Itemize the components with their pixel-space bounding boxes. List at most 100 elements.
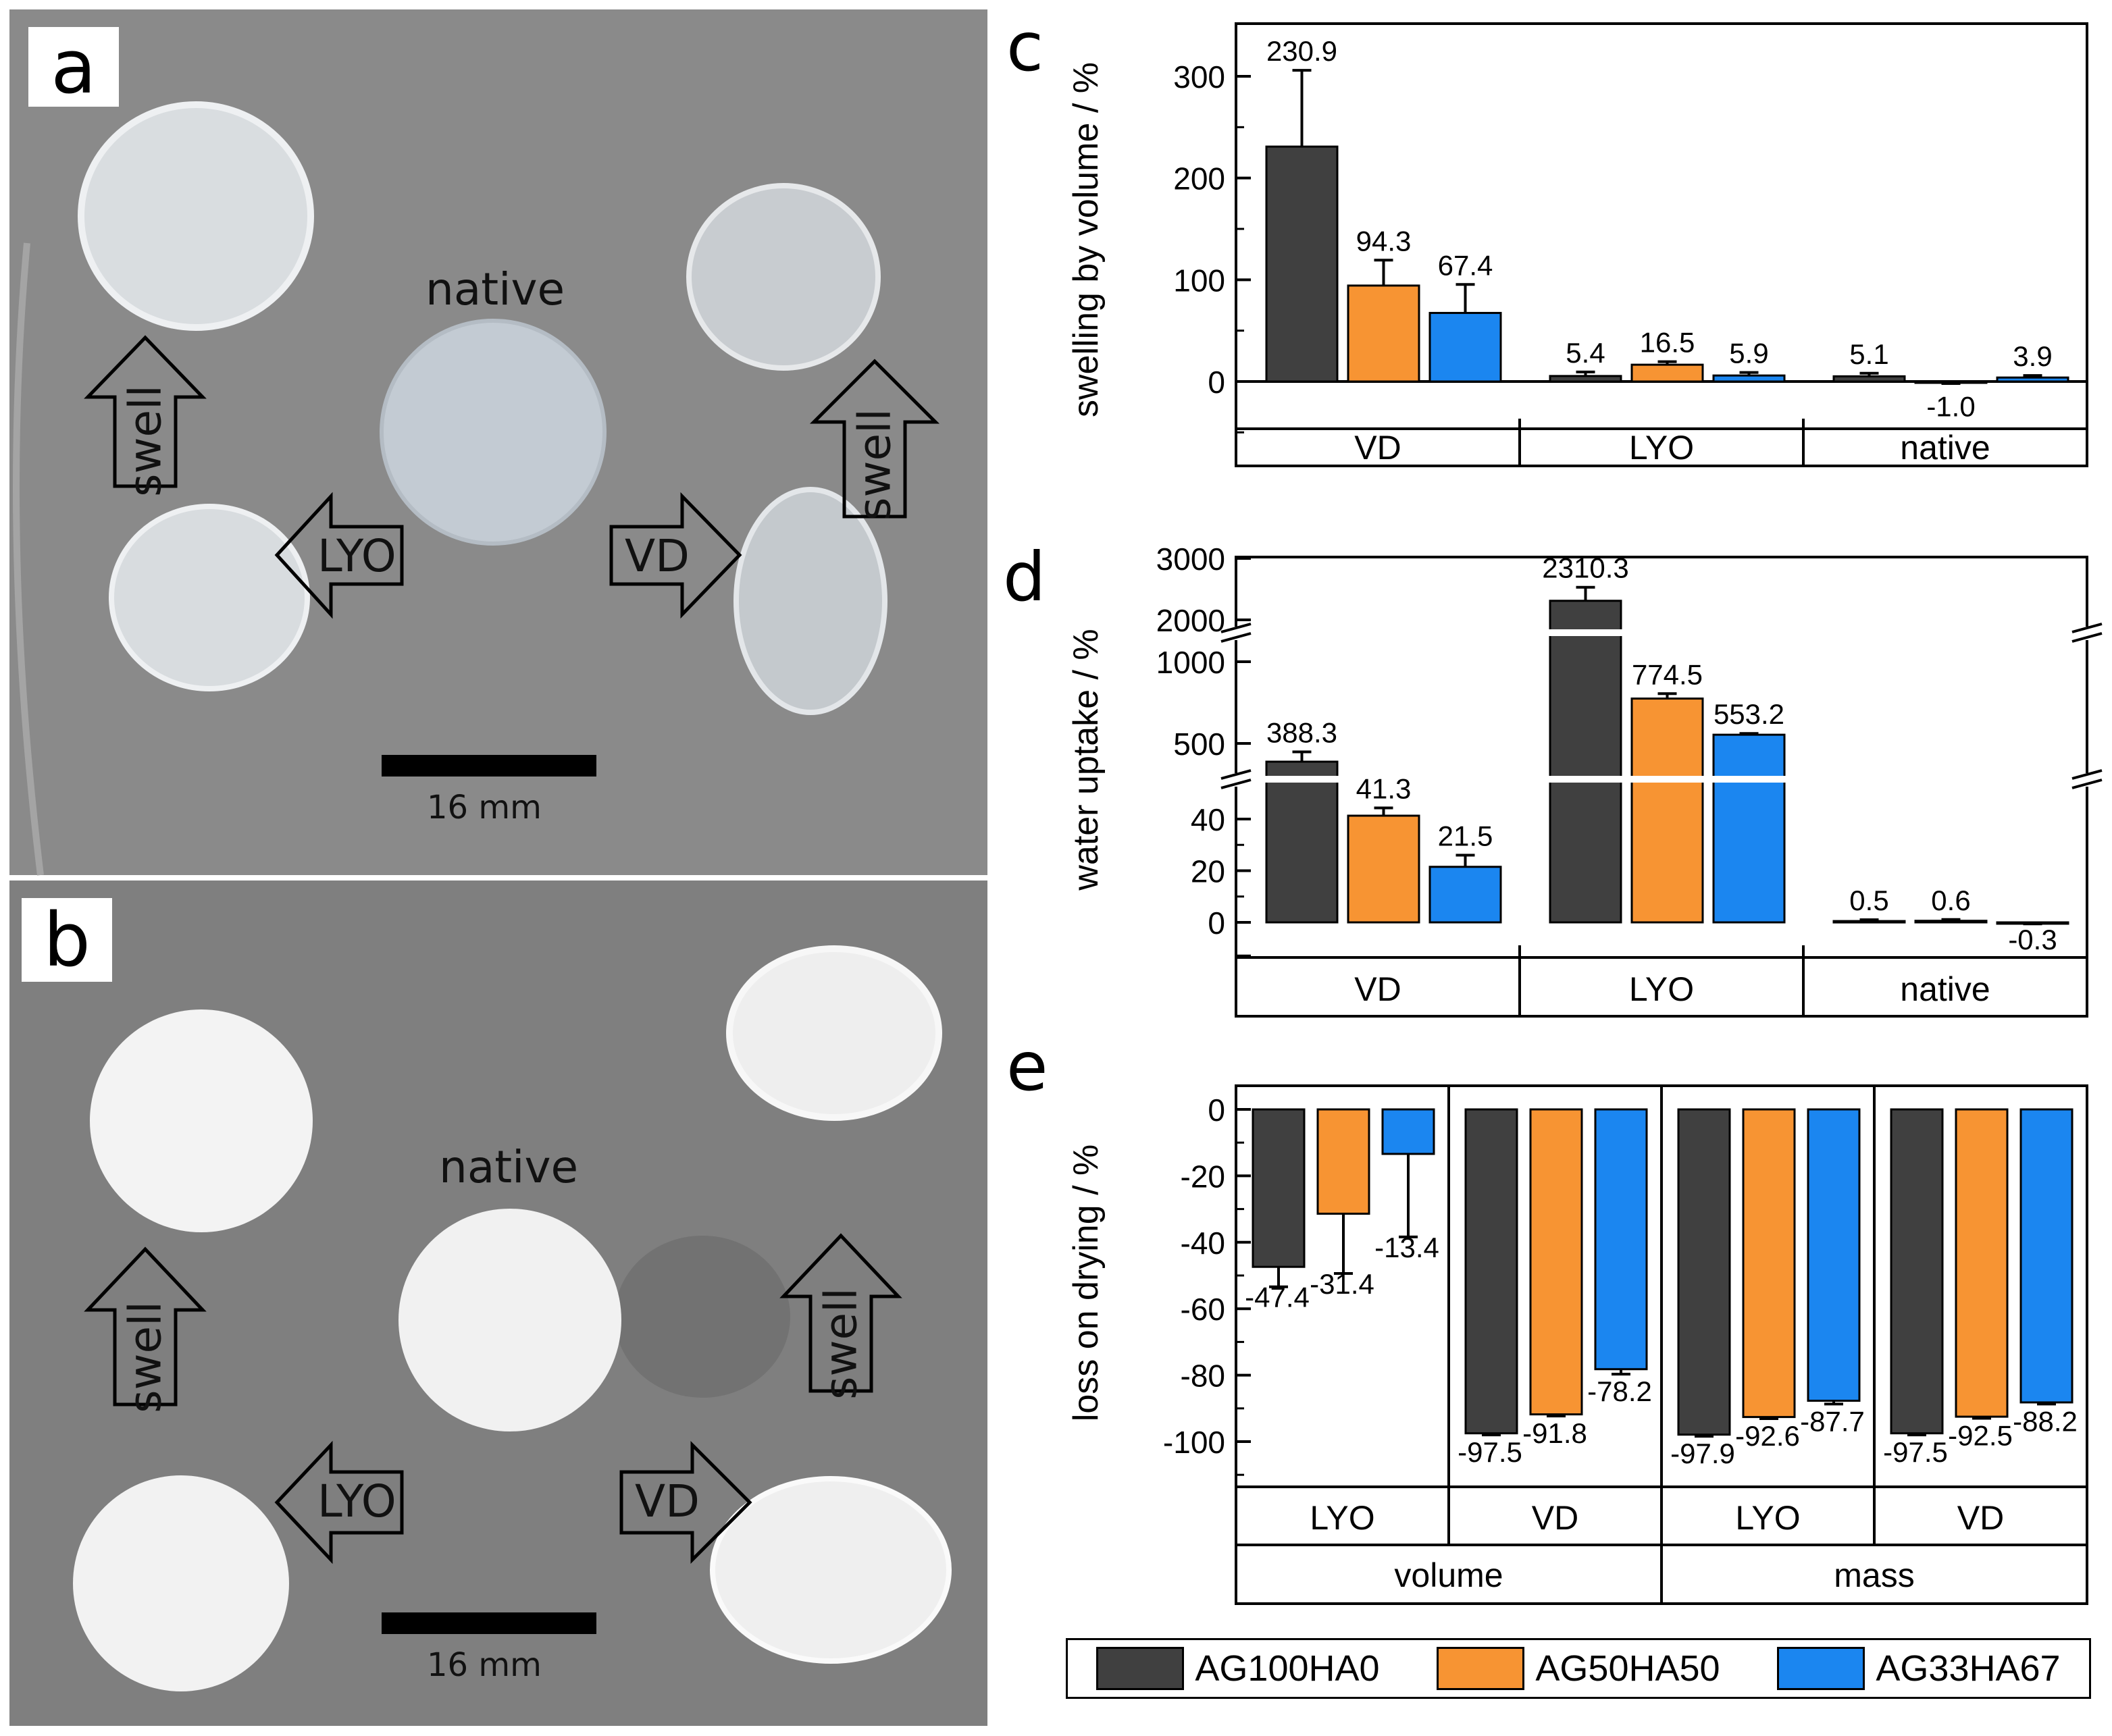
x-category-label: LYO [1629, 970, 1694, 1008]
data-label: -92.5 [1948, 1420, 2013, 1452]
sample-swollen-lyo-top [78, 101, 314, 331]
label-swell: swell [119, 1301, 172, 1413]
y-tick-label: -60 [1181, 1292, 1225, 1327]
bar [2019, 1108, 2074, 1404]
sample-lyo [73, 1475, 289, 1691]
sample-native [380, 319, 607, 546]
y-tick-label: 500 [1173, 727, 1225, 762]
up-arrow-icon [779, 1233, 902, 1393]
sample-native [398, 1209, 621, 1431]
chart-e-loss-on-drying: LYO VD LYO VD volume mass 0 -20 -40 -60 -80 -100 los… [1066, 1084, 2088, 1605]
bar [1712, 733, 1786, 924]
sample-swollen-vd-top [726, 945, 942, 1121]
bar [1677, 1108, 1731, 1436]
bar [1428, 311, 1502, 383]
chart-d-water-uptake: VD LYO native 0 20 40 500 1000 2000 3000 water upt… [1066, 542, 2103, 1018]
right-arrow-icon [609, 492, 742, 619]
right-arrow-icon [619, 1440, 752, 1564]
y-tick-label: 1000 [1156, 645, 1225, 680]
y-tick-label: 300 [1173, 59, 1225, 95]
bar [1914, 920, 1988, 924]
bar-break-gap [1549, 776, 1622, 783]
sample-lyo [109, 504, 310, 691]
y-axis-label: loss on drying / % [1066, 1145, 1106, 1421]
bar [1347, 814, 1420, 924]
label-lyo: LYO [317, 1475, 396, 1527]
data-label: -97.5 [1883, 1436, 1948, 1468]
x-category-label: VD [1957, 1499, 2004, 1537]
scale-bar [382, 755, 596, 777]
bar [1712, 374, 1786, 383]
data-label: 388.3 [1266, 717, 1337, 749]
data-label: -88.2 [2013, 1405, 2078, 1437]
y-tick-label: 0 [1208, 365, 1225, 400]
x-category-label: LYO [1629, 429, 1694, 467]
legend-label: AG50HA50 [1535, 1648, 1720, 1689]
sample-vd [710, 1476, 952, 1664]
data-label: 41.3 [1356, 773, 1412, 805]
x-group-label: mass [1834, 1556, 1914, 1594]
arrows-b [84, 1233, 902, 1564]
bar-break-gap [1549, 629, 1622, 636]
panel-label-a: a [28, 27, 119, 107]
up-arrow-icon [84, 335, 207, 488]
arrows-a [84, 335, 940, 619]
data-label: -1.0 [1926, 391, 1975, 423]
bar [1316, 1108, 1370, 1215]
legend-item: AG50HA50 [1437, 1647, 1720, 1690]
label-swell: swell [848, 409, 901, 521]
x-category-label: LYO [1735, 1499, 1800, 1537]
y-tick-label: 200 [1173, 161, 1225, 196]
data-label: -78.2 [1587, 1375, 1652, 1407]
bar [1381, 1108, 1435, 1155]
y-axis-label: water uptake / % [1066, 629, 1106, 891]
data-label: 2310.3 [1542, 552, 1628, 584]
bar-break-gap [1712, 776, 1786, 783]
legend-label: AG100HA0 [1195, 1648, 1380, 1689]
sample-swollen-vd-top [686, 183, 881, 371]
data-label: 774.5 [1632, 658, 1703, 690]
scale-label: 16 mm [427, 789, 542, 826]
legend-label: AG33HA67 [1876, 1648, 2061, 1689]
data-label: 67.4 [1438, 249, 1493, 281]
y-tick-label: -20 [1181, 1159, 1225, 1194]
y-tick-label: 0 [1208, 1093, 1225, 1128]
bar-break-gap [1265, 776, 1339, 783]
data-label: -47.4 [1245, 1282, 1310, 1313]
y-tick-label: 100 [1173, 263, 1225, 298]
bar [1996, 376, 2069, 383]
bar-break-gap [1630, 776, 1704, 783]
y-tick-label: 0 [1208, 905, 1225, 941]
bar [1955, 1108, 2009, 1418]
up-arrow-icon [809, 359, 940, 519]
scale-bar [382, 1612, 596, 1634]
x-category-label: VD [1354, 429, 1401, 467]
bar [1630, 363, 1704, 383]
left-arrow-icon [274, 492, 404, 619]
panel-label-b: b [22, 898, 112, 982]
bar [1832, 920, 1906, 924]
y-tick-label: 40 [1191, 802, 1225, 837]
y-tick-label: 3000 [1156, 542, 1225, 577]
chart-c-swelling: VD LYO native 0 100 200 300 swelling by volume … [1066, 22, 2088, 467]
data-label: 553.2 [1714, 698, 1784, 730]
up-arrow-icon [84, 1246, 207, 1406]
data-label: -91.8 [1522, 1417, 1587, 1449]
data-label: 230.9 [1266, 35, 1337, 67]
legend-swatch [1096, 1647, 1185, 1690]
break-mark [2071, 779, 2103, 789]
break-mark [2071, 623, 2103, 633]
bar [1832, 375, 1906, 383]
data-label: -97.5 [1458, 1436, 1522, 1468]
data-label: -0.3 [2008, 924, 2057, 955]
break-mark [1220, 632, 1252, 643]
label-swell: swell [119, 385, 172, 497]
label-native: native [439, 1141, 579, 1193]
label-swell: swell [815, 1288, 867, 1400]
bar [1347, 284, 1420, 383]
data-label: 21.5 [1438, 820, 1493, 852]
y-tick-label: 2000 [1156, 603, 1225, 638]
legend-item: AG100HA0 [1096, 1647, 1380, 1690]
data-label: -31.4 [1310, 1268, 1374, 1300]
label-lyo: LYO [317, 530, 396, 582]
